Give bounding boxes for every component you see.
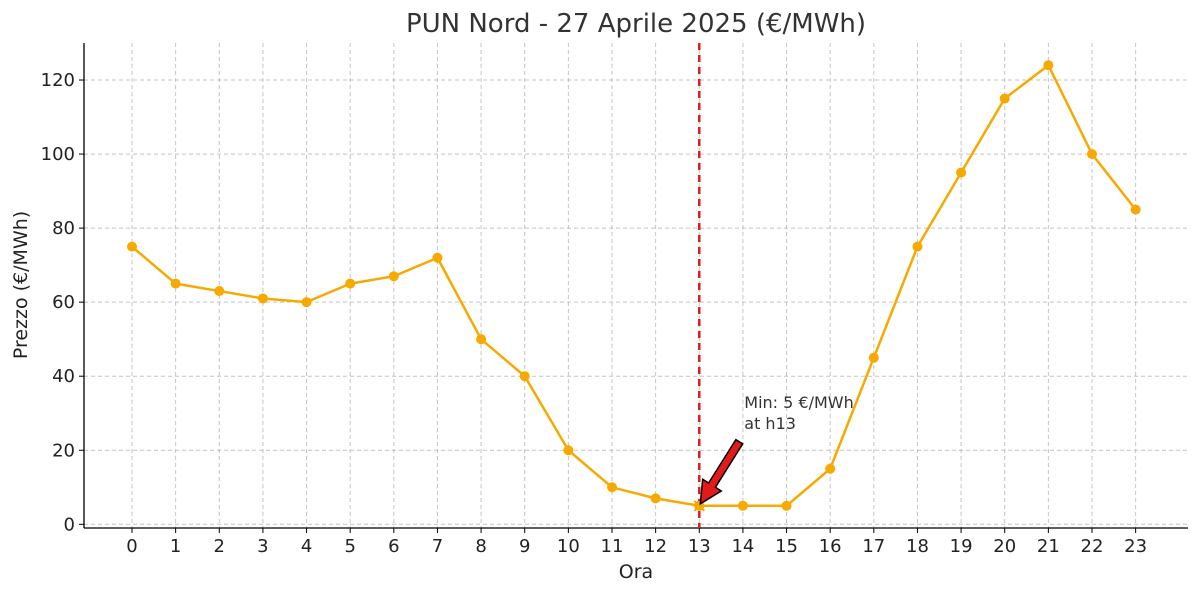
data-point (868, 352, 879, 363)
x-tick-label: 22 (1081, 536, 1104, 557)
y-tick-label: 40 (52, 366, 75, 387)
series-line (131, 63, 1137, 508)
data-point (1130, 204, 1141, 215)
x-tick-label: 8 (475, 536, 486, 557)
x-tick-label: 20 (993, 536, 1016, 557)
data-point (257, 293, 268, 304)
y-tick-label: 60 (52, 292, 75, 313)
ticks: 0 1 2 3 4 5 6 7 8 9 10 11 12 13 14 15 16 17 18 19 20 21 22 2302… (41, 70, 1147, 557)
data-point (781, 500, 792, 511)
data-point (999, 93, 1010, 104)
annotation-label: Min: 5 €/MWh (744, 393, 853, 412)
series (127, 60, 1141, 512)
x-tick-label: 15 (775, 536, 798, 557)
data-point (737, 500, 748, 511)
x-tick-label: 6 (388, 536, 399, 557)
y-tick-label: 120 (41, 70, 75, 91)
x-tick-label: 17 (862, 536, 885, 557)
x-tick-label: 7 (432, 536, 443, 557)
x-tick-label: 23 (1124, 536, 1147, 557)
data-point (432, 252, 443, 263)
data-point (214, 286, 225, 297)
x-tick-label: 3 (257, 536, 268, 557)
data-point (1087, 149, 1097, 160)
data-point (825, 463, 836, 474)
x-tick-label: 11 (601, 536, 624, 557)
x-tick-label: 12 (644, 536, 667, 557)
data-point (519, 371, 530, 382)
data-point (476, 334, 487, 345)
data-point (956, 167, 967, 178)
annotation-sublabel: at h13 (744, 414, 796, 433)
x-tick-label: 18 (906, 536, 929, 557)
x-tick-label: 13 (688, 536, 711, 557)
x-tick-label: 21 (1037, 536, 1060, 557)
min-annotation: Min: 5 €/MWh at h13 (699, 393, 854, 506)
chart-title: PUN Nord - 27 Aprile 2025 (€/MWh) (406, 9, 866, 39)
x-tick-label: 2 (214, 536, 225, 557)
data-point (170, 278, 181, 289)
x-tick-label: 19 (950, 536, 973, 557)
data-point (650, 493, 661, 504)
x-tick-label: 4 (301, 536, 312, 557)
x-tick-label: 0 (126, 536, 137, 557)
y-tick-label: 0 (64, 514, 75, 535)
grid (84, 43, 1188, 528)
y-tick-label: 100 (41, 144, 75, 165)
y-tick-label: 20 (52, 440, 75, 461)
data-point (912, 241, 923, 252)
axes (83, 43, 1188, 529)
data-point (1043, 60, 1054, 71)
annotation-arrow (699, 438, 744, 506)
data-point (345, 278, 356, 289)
data-point (127, 241, 137, 252)
data-point (301, 297, 312, 308)
x-tick-label: 5 (344, 536, 355, 557)
x-tick-label: 16 (819, 536, 842, 557)
x-tick-label: 10 (557, 536, 580, 557)
x-axis-label: Ora (619, 561, 653, 583)
data-point (388, 271, 399, 282)
y-axis-label: Prezzo (€/MWh) (10, 211, 32, 359)
data-point (563, 445, 574, 456)
data-point (607, 482, 617, 493)
x-tick-label: 1 (170, 536, 181, 557)
x-tick-label: 9 (519, 536, 530, 557)
y-tick-label: 80 (52, 218, 75, 239)
x-tick-label: 14 (731, 536, 754, 557)
